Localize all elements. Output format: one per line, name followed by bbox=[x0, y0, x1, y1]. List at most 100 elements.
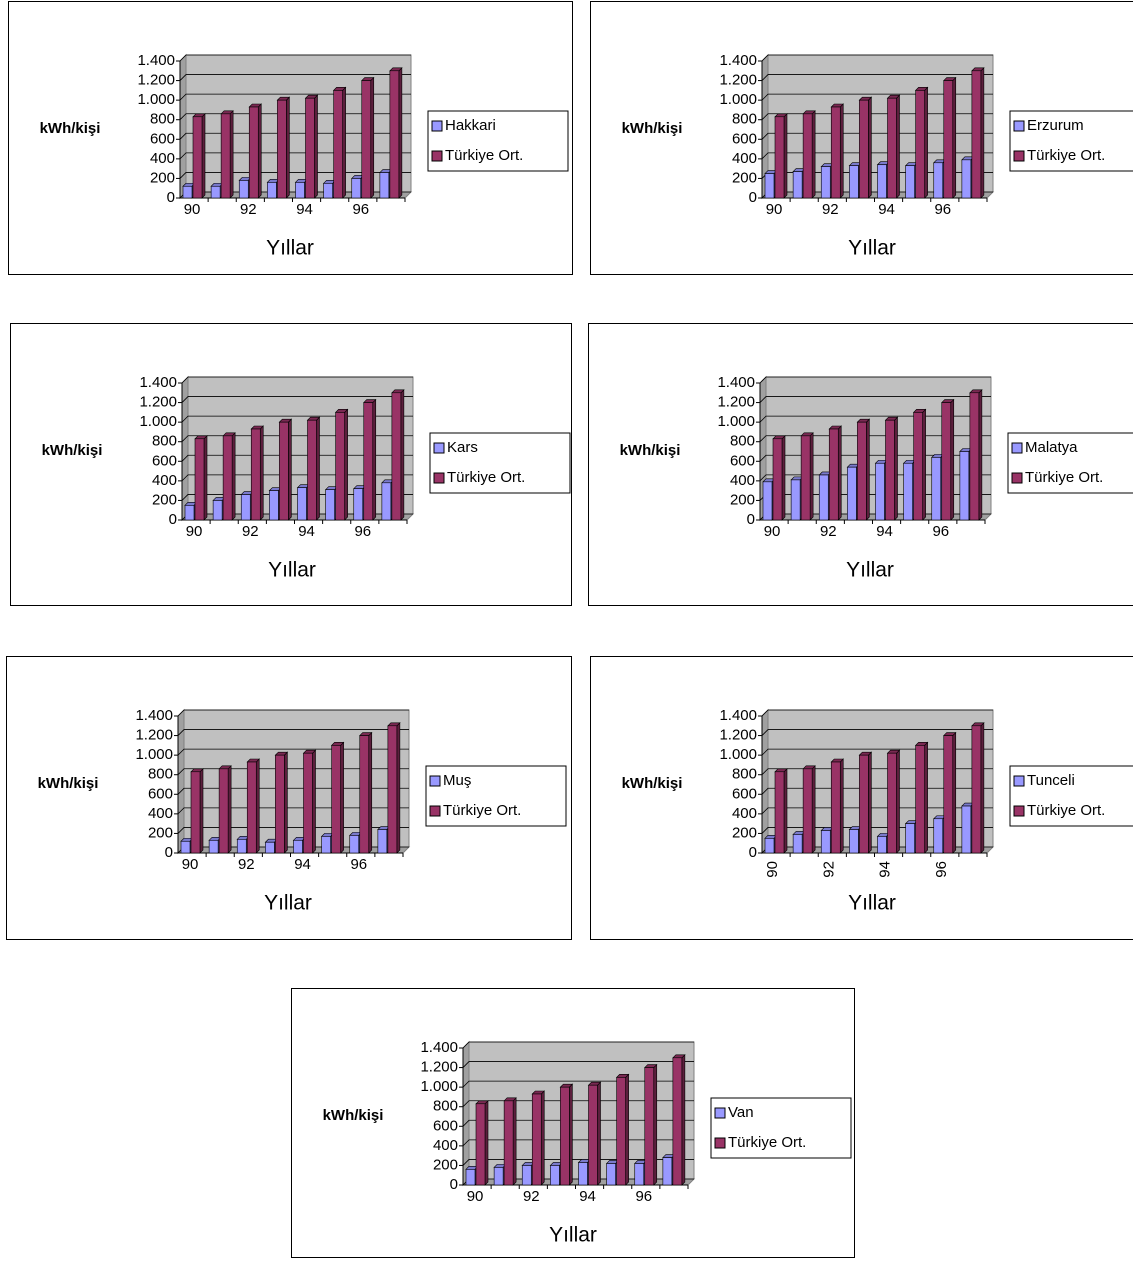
bar-front bbox=[475, 1103, 486, 1186]
bar-front bbox=[792, 171, 803, 199]
bar-front bbox=[351, 178, 362, 199]
y-tick-label: 0 bbox=[749, 189, 757, 206]
side-wall bbox=[177, 708, 185, 855]
bar bbox=[830, 103, 844, 199]
bar bbox=[361, 76, 375, 199]
bar-side bbox=[284, 751, 288, 854]
y-tick-label: 600 bbox=[150, 130, 175, 147]
y-tick-label: 400 bbox=[732, 805, 757, 822]
bar-front bbox=[959, 451, 970, 521]
bar bbox=[672, 1054, 686, 1186]
bar-front bbox=[961, 805, 972, 854]
chart-panel: 0 200 400 600 800 1.000 1.200 1.400 90 92 94 96 kWh/… bbox=[8, 1, 573, 275]
bar-side bbox=[512, 1097, 517, 1186]
bar bbox=[830, 758, 844, 854]
bar bbox=[884, 416, 899, 521]
bar-front bbox=[762, 481, 773, 521]
bar-side bbox=[783, 113, 788, 199]
bar-side bbox=[370, 76, 375, 199]
bar bbox=[914, 86, 929, 199]
bar bbox=[248, 103, 262, 199]
bar-front bbox=[218, 768, 229, 854]
bar-side bbox=[896, 749, 900, 854]
y-tick-label: 1.000 bbox=[719, 91, 757, 108]
grid-line bbox=[761, 74, 993, 81]
legend-label: Türkiye Ort. bbox=[1025, 469, 1103, 486]
bar-side bbox=[286, 96, 290, 199]
y-tick-label: 600 bbox=[730, 452, 755, 469]
bar-front bbox=[792, 834, 803, 854]
grid-line bbox=[181, 396, 413, 403]
bar-front bbox=[210, 185, 221, 199]
bar-front bbox=[297, 487, 307, 521]
bar-front bbox=[377, 829, 388, 854]
bar-front bbox=[887, 97, 897, 199]
bar-side bbox=[259, 425, 264, 521]
bar-front bbox=[764, 838, 775, 854]
bar-front bbox=[828, 428, 839, 521]
bar-front bbox=[331, 745, 341, 854]
bar-front bbox=[903, 462, 913, 521]
x-tick-label: 92 bbox=[238, 856, 255, 873]
bar bbox=[858, 751, 873, 854]
bar-front bbox=[662, 1157, 673, 1186]
bar-front bbox=[818, 474, 829, 521]
plot-area bbox=[767, 709, 994, 848]
bar-front bbox=[588, 1084, 598, 1186]
x-tick-label: 96 bbox=[932, 523, 949, 540]
bar bbox=[391, 389, 405, 521]
bar-front bbox=[931, 457, 942, 521]
legend-label: Türkiye Ort. bbox=[728, 1134, 806, 1151]
bar-front bbox=[859, 754, 869, 854]
bar-front bbox=[875, 462, 885, 521]
bar-front bbox=[212, 500, 223, 521]
bar-front bbox=[303, 752, 313, 854]
legend-label: Muş bbox=[443, 772, 471, 789]
bar bbox=[969, 389, 983, 521]
legend-swatch bbox=[714, 1107, 726, 1119]
legend-swatch bbox=[429, 775, 441, 787]
bar bbox=[220, 110, 234, 199]
y-tick-label: 1.000 bbox=[139, 413, 177, 430]
bar-side bbox=[868, 96, 872, 199]
bar-front bbox=[277, 99, 287, 199]
x-axis-title: Yıllar bbox=[848, 892, 896, 915]
bar-side bbox=[950, 398, 955, 521]
y-tick-label: 400 bbox=[730, 472, 755, 489]
legend-swatch bbox=[1013, 805, 1025, 817]
bar bbox=[886, 94, 901, 199]
x-tick-label: 90 bbox=[766, 201, 783, 218]
bar-front bbox=[772, 438, 783, 521]
x-axis-title: Yıllar bbox=[549, 1224, 597, 1247]
bar-front bbox=[887, 752, 897, 854]
bar-front bbox=[847, 466, 857, 521]
bar bbox=[559, 1083, 574, 1186]
side-wall bbox=[181, 375, 189, 522]
y-tick-label: 1.400 bbox=[135, 707, 173, 724]
chart-panel: 0 200 400 600 800 1.000 1.200 1.400 90 92 94 96 kWh/… bbox=[588, 323, 1133, 606]
bar-front bbox=[246, 761, 257, 854]
bar-front bbox=[335, 412, 345, 521]
x-tick-label: 92 bbox=[240, 201, 257, 218]
bar-side bbox=[839, 103, 844, 199]
x-axis-title: Yıllar bbox=[264, 892, 312, 915]
y-tick-label: 0 bbox=[747, 511, 755, 528]
y-axis-title: kWh/kişi bbox=[38, 775, 99, 792]
bar-front bbox=[184, 505, 195, 521]
legend-swatch bbox=[429, 805, 441, 817]
bar bbox=[190, 768, 204, 854]
legend-label: Türkiye Ort. bbox=[445, 147, 523, 164]
legend-swatch bbox=[1013, 120, 1025, 132]
bar bbox=[774, 768, 788, 854]
bar-front bbox=[774, 116, 785, 199]
bar-front bbox=[913, 412, 923, 521]
bar bbox=[943, 731, 957, 854]
bar-side bbox=[203, 435, 208, 521]
x-axis-title: Yıllar bbox=[266, 237, 314, 260]
y-tick-label: 400 bbox=[148, 805, 173, 822]
bar-front bbox=[802, 113, 813, 199]
bar bbox=[278, 418, 293, 521]
y-tick-label: 1.400 bbox=[717, 374, 755, 391]
y-axis-title: kWh/kişi bbox=[42, 442, 103, 459]
bar-front bbox=[238, 180, 249, 199]
